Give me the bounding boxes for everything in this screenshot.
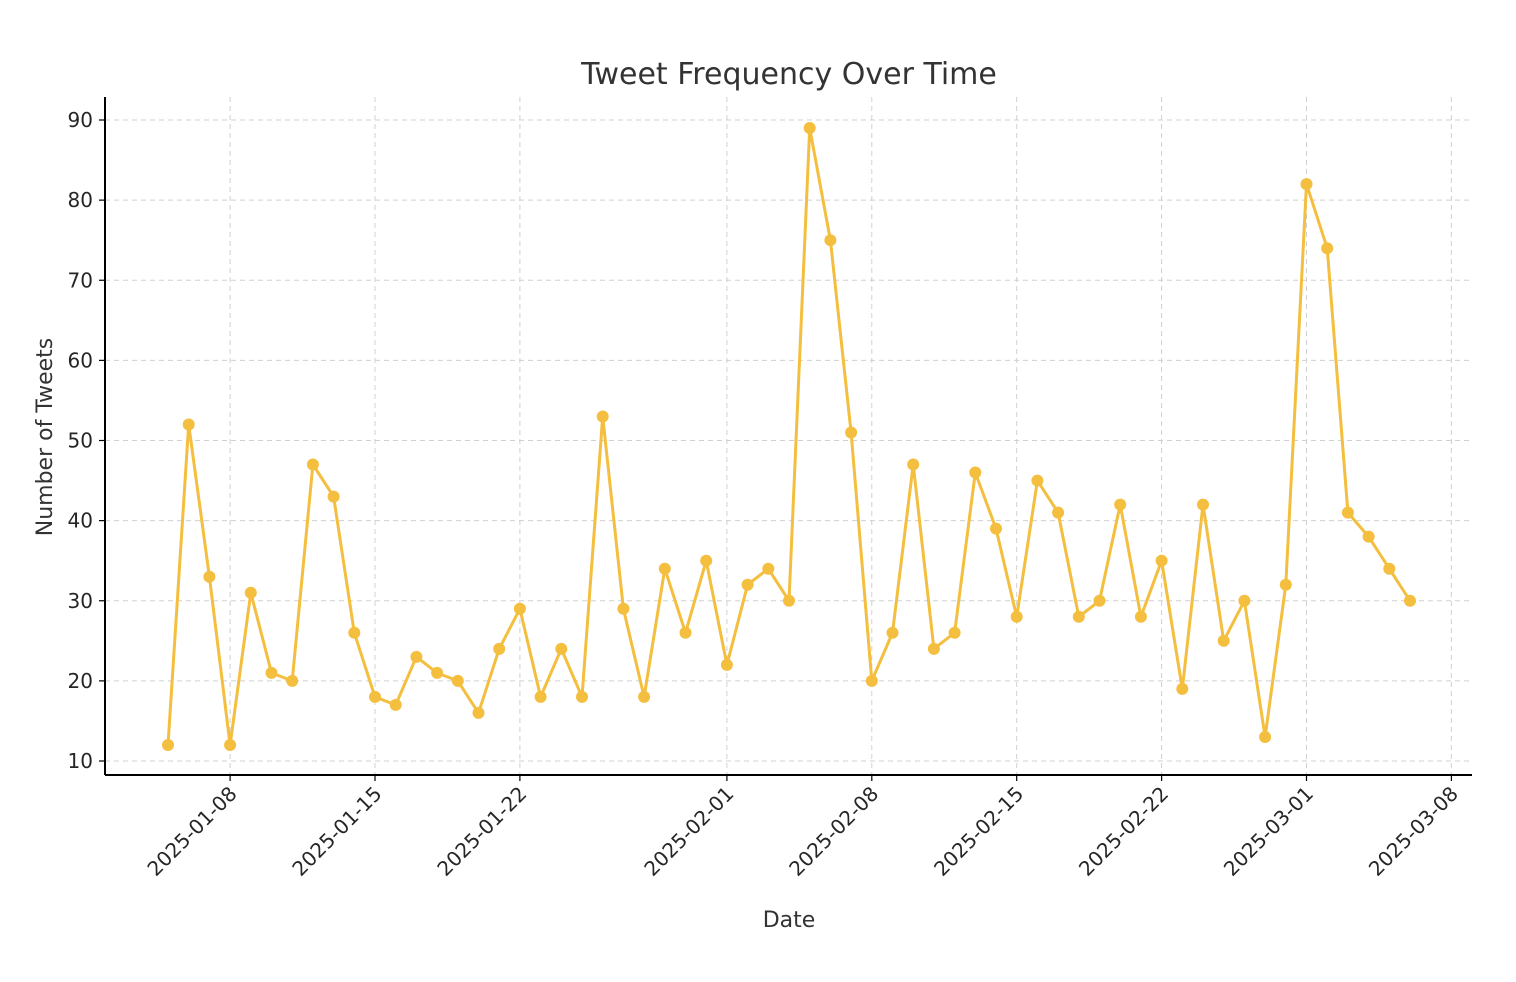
data-point-marker: 2025-02-04: 30 xyxy=(783,594,795,607)
grid-lines xyxy=(105,97,1472,775)
data-point-marker: 2025-01-08: 12 xyxy=(224,738,237,751)
y-tick-label: 10 xyxy=(68,749,93,773)
data-point-marker: 2025-02-10: 47 xyxy=(907,458,920,471)
x-tick-label: 2025-01-15 xyxy=(287,782,386,881)
x-tick-label: 2025-02-01 xyxy=(639,782,738,881)
data-point-marker: 2025-03-04: 38 xyxy=(1362,530,1375,543)
data-point-marker: 2025-01-26: 53 xyxy=(596,410,609,423)
data-point-marker: 2025-01-09: 31 xyxy=(244,586,257,599)
data-point-marker: 2025-01-31: 35 xyxy=(700,554,713,567)
data-point-marker: 2025-03-03: 41 xyxy=(1341,506,1354,519)
data-point-marker: 2025-01-27: 29 xyxy=(617,602,630,615)
data-point-marker: 2025-02-12: 26 xyxy=(948,626,961,639)
axis-ticks: 10 20 30 40 50 60 70 80 90 2025-01-08 2025-01-15 20… xyxy=(68,108,1463,881)
data-point-marker: 2025-01-12: 47 xyxy=(306,458,319,471)
data-point-marker: 2025-02-22: 35 xyxy=(1155,554,1168,567)
y-tick-label: 90 xyxy=(68,108,93,132)
data-point-marker: 2025-01-16: 17 xyxy=(389,698,402,711)
y-tick-label: 50 xyxy=(68,429,93,453)
data-point-marker: 2025-02-27: 13 xyxy=(1259,730,1272,743)
x-tick-label: 2025-02-22 xyxy=(1074,782,1173,881)
data-point-marker: 2025-02-14: 39 xyxy=(990,522,1002,535)
data-point-marker: 2025-02-15: 28 xyxy=(1010,610,1023,623)
y-tick-label: 70 xyxy=(68,268,93,292)
data-point-marker: 2025-03-06: 30 xyxy=(1404,594,1416,607)
y-tick-label: 30 xyxy=(68,589,93,613)
data-point-marker: 2025-01-05: 12 xyxy=(162,738,174,751)
data-point-marker: 2025-01-18: 21 xyxy=(431,666,444,679)
data-point-marker: 2025-02-23: 19 xyxy=(1176,682,1189,695)
x-tick-label: 2025-02-15 xyxy=(929,782,1028,881)
data-point-marker: 2025-03-05: 34 xyxy=(1383,562,1396,575)
chart-title: Tweet Frequency Over Time xyxy=(580,57,997,92)
data-point-marker: 2025-01-13: 43 xyxy=(327,490,340,503)
data-point-marker: 2025-01-24: 24 xyxy=(555,642,568,655)
data-point-marker: 2025-02-09: 26 xyxy=(886,626,899,639)
x-tick-label: 2025-03-08 xyxy=(1364,782,1463,881)
data-point-marker: 2025-02-05: 89 xyxy=(803,122,816,135)
data-point-marker: 2025-01-21: 24 xyxy=(493,642,506,655)
data-point-marker: 2025-01-15: 18 xyxy=(369,690,381,703)
data-point-marker: 2025-01-29: 34 xyxy=(658,562,671,575)
x-tick-label: 2025-02-08 xyxy=(784,782,883,881)
data-point-marker: 2025-01-07: 33 xyxy=(203,570,216,583)
data-point-marker: 2025-01-20: 16 xyxy=(472,706,485,719)
data-point-marker: 2025-02-08: 20 xyxy=(865,674,878,687)
data-point-marker: 2025-01-10: 21 xyxy=(265,666,278,679)
data-point-marker: 2025-02-19: 30 xyxy=(1093,594,1106,607)
data-point-marker: 2025-03-02: 74 xyxy=(1321,242,1334,255)
data-point-marker: 2025-02-13: 46 xyxy=(969,466,982,479)
series-line xyxy=(166,126,1412,747)
y-tick-label: 60 xyxy=(68,348,93,372)
data-point-marker: 2025-02-03: 34 xyxy=(762,562,775,575)
data-point-marker: 2025-01-22: 29 xyxy=(513,602,526,615)
data-point-marker: 2025-02-02: 32 xyxy=(741,578,754,591)
data-point-marker: 2025-02-25: 25 xyxy=(1217,634,1230,647)
y-tick-label: 20 xyxy=(68,669,93,693)
data-point-marker: 2025-02-28: 32 xyxy=(1279,578,1292,591)
data-point-marker: 2025-02-21: 28 xyxy=(1134,610,1147,623)
data-point-marker: 2025-01-17: 23 xyxy=(410,650,423,663)
data-point-marker: 2025-01-25: 18 xyxy=(576,690,588,703)
y-tick-label: 80 xyxy=(68,188,93,212)
y-axis-label: Number of Tweets xyxy=(33,338,58,537)
data-point-marker: 2025-02-20: 42 xyxy=(1114,498,1127,511)
data-point-marker: 2025-02-06: 75 xyxy=(824,234,837,247)
x-tick-label: 2025-01-08 xyxy=(142,782,241,881)
data-point-marker: 2025-01-28: 18 xyxy=(638,690,651,703)
data-point-marker: 2025-01-06: 52 xyxy=(182,418,195,431)
data-point-marker: 2025-01-30: 26 xyxy=(679,626,692,639)
data-series: 2025-01-05: 12 2025-01-06: 52 2025-01-07: … xyxy=(162,122,1416,751)
data-point-marker: 2025-03-01: 82 xyxy=(1300,178,1313,191)
data-point-marker: 2025-02-07: 51 xyxy=(845,426,858,439)
data-point-marker: 2025-02-16: 45 xyxy=(1031,474,1044,487)
data-point-marker: 2025-01-11: 20 xyxy=(286,674,299,687)
x-tick-label: 2025-03-01 xyxy=(1219,782,1318,881)
data-point-marker: 2025-01-19: 20 xyxy=(451,674,464,687)
data-point-marker: 2025-01-14: 26 xyxy=(348,626,361,639)
data-point-marker: 2025-02-24: 42 xyxy=(1197,498,1209,511)
x-tick-label: 2025-01-22 xyxy=(432,782,531,881)
y-tick-label: 40 xyxy=(68,509,93,533)
x-axis-label: Date xyxy=(763,908,816,933)
data-point-marker: 2025-02-11: 24 xyxy=(927,642,940,655)
data-point-marker: 2025-02-26: 30 xyxy=(1238,594,1251,607)
data-point-marker: 2025-02-01: 22 xyxy=(720,658,733,671)
data-point-marker: 2025-01-23: 18 xyxy=(534,690,547,703)
data-point-marker: 2025-02-18: 28 xyxy=(1072,610,1085,623)
data-point-marker: 2025-02-17: 41 xyxy=(1052,506,1065,519)
